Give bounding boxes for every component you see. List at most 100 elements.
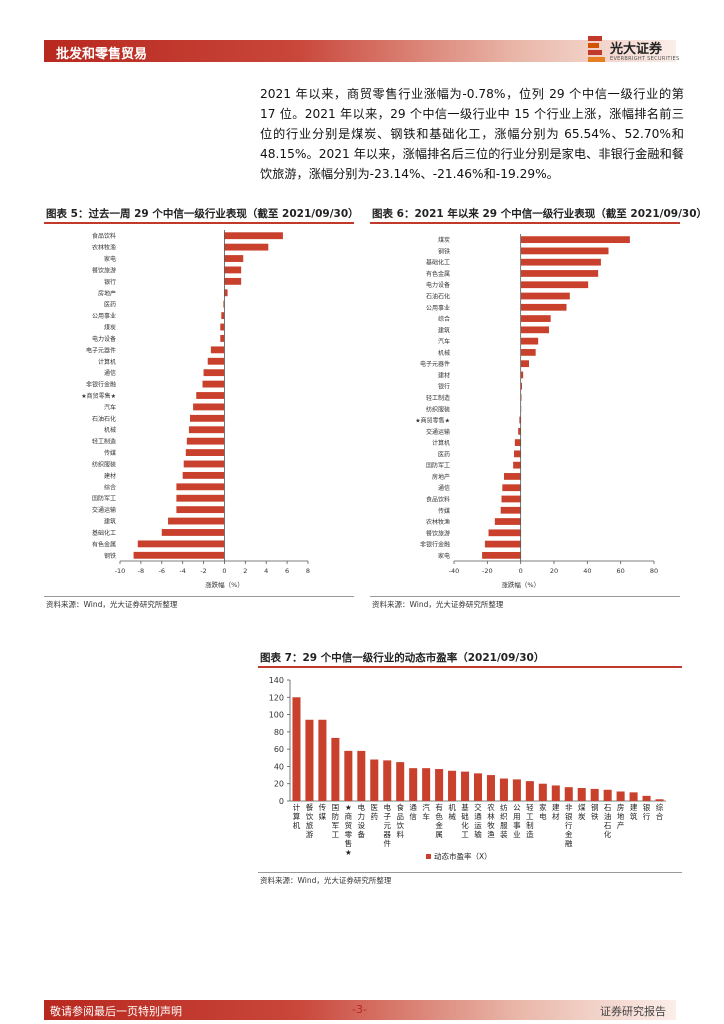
fig5-category-label: 食品饮料 bbox=[92, 232, 116, 240]
fig5-bar bbox=[224, 289, 228, 297]
fig5-bar bbox=[168, 517, 225, 525]
fig5-x-axis-title: 涨跌幅（%） bbox=[205, 580, 244, 589]
fig7-bar bbox=[461, 771, 470, 801]
fig7-category-label: 建材 bbox=[552, 802, 560, 821]
fig6-x-tick-label: -20 bbox=[482, 567, 493, 575]
fig7-bar bbox=[577, 788, 586, 801]
fig5-bar bbox=[137, 540, 225, 548]
fig5-category-label: 计算机 bbox=[98, 358, 116, 366]
fig6-bar bbox=[520, 371, 524, 379]
fig7-bar bbox=[564, 787, 573, 801]
logo: 光大证券 EVERBRIGHT SECURITIES bbox=[588, 36, 698, 66]
fig7-bar bbox=[305, 719, 314, 801]
fig6-category-label: 轻工制造 bbox=[426, 394, 450, 402]
fig6-bar bbox=[520, 247, 609, 255]
fig6-category-label: 公用事业 bbox=[426, 304, 450, 312]
fig5-bar bbox=[176, 506, 225, 514]
fig7-bar bbox=[603, 789, 612, 801]
footer-page-number: -3- bbox=[352, 1003, 367, 1016]
fig7-bar bbox=[396, 762, 405, 801]
fig7-source-rule bbox=[258, 872, 682, 873]
fig5-bar bbox=[183, 460, 225, 468]
footer-report-type: 证券研究报告 bbox=[600, 1005, 666, 1018]
fig7-category-label: 房地产 bbox=[617, 802, 625, 830]
fig5-bar bbox=[185, 449, 225, 456]
fig6-category-label: 电力设备 bbox=[426, 281, 450, 289]
fig6-category-label: 非银行金融 bbox=[420, 541, 450, 549]
fig7-y-tick-label: 20 bbox=[274, 780, 284, 789]
fig5-category-label: 有色金属 bbox=[92, 540, 116, 548]
fig5-x-tick-label: -2 bbox=[200, 567, 206, 575]
fig6-bar bbox=[514, 439, 521, 446]
fig5-category-label: 纺织服装 bbox=[92, 460, 116, 468]
fig5-x-tick-label: -4 bbox=[179, 567, 185, 575]
fig6-category-label: 建材 bbox=[438, 371, 450, 379]
fig5-category-label: 家电 bbox=[104, 255, 116, 263]
fig6-bar bbox=[520, 292, 570, 300]
fig5-category-label: 通信 bbox=[104, 369, 116, 377]
fig5-category-label: 建材 bbox=[104, 472, 116, 480]
fig5-bar bbox=[176, 494, 225, 502]
fig6-bar bbox=[500, 506, 521, 514]
fig5-category-label: 银行 bbox=[104, 278, 116, 286]
fig6-category-label: 交通运输 bbox=[426, 428, 450, 436]
fig6-bar bbox=[520, 337, 539, 345]
fig6-x-tick-label: 20 bbox=[550, 567, 558, 575]
header-band bbox=[44, 40, 676, 62]
fig5-chart: 食品饮料农林牧渔家电餐饮旅游银行房地产医药公用事业煤炭电力设备电子元器件计算机通… bbox=[81, 230, 310, 589]
fig6-x-tick-label: 60 bbox=[617, 567, 625, 575]
fig7-category-label: 非银行金融 bbox=[565, 802, 573, 848]
fig7-y-tick-label: 0 bbox=[279, 797, 284, 806]
fig6-bar bbox=[520, 382, 522, 390]
fig6-category-label: 煤炭 bbox=[438, 236, 450, 244]
fig7-bar bbox=[344, 750, 353, 801]
fig6-category-label: 银行 bbox=[438, 383, 450, 391]
fig6-bar bbox=[504, 473, 521, 480]
fig5-bar bbox=[133, 551, 225, 559]
header-title: 批发和零售贸易 bbox=[56, 47, 148, 62]
fig6-bar bbox=[494, 518, 521, 525]
fig7-category-label: 机械 bbox=[448, 802, 456, 821]
fig7-bar bbox=[642, 795, 651, 801]
fig7-category-label: 电子元器件 bbox=[383, 802, 391, 848]
fig5-bar bbox=[186, 437, 225, 445]
fig5-x-tick-label: -10 bbox=[115, 567, 126, 575]
fig7-bar bbox=[435, 769, 444, 801]
fig5-x-tick-label: 0 bbox=[222, 567, 226, 575]
fig7-bar bbox=[409, 768, 418, 801]
fig5-bar bbox=[224, 277, 242, 285]
fig5-source-rule bbox=[44, 596, 354, 597]
fig5-category-label: 国防军工 bbox=[92, 495, 116, 503]
body-paragraph: 2021 年以来，商贸零售行业涨幅为-0.78%，位列 29 个中信一级行业的第… bbox=[260, 87, 684, 181]
fig6-category-label: 有色金属 bbox=[426, 270, 450, 278]
fig5-bar bbox=[189, 414, 225, 422]
fig5-bar bbox=[188, 426, 225, 434]
fig6-category-label: 综合 bbox=[438, 315, 450, 323]
fig6-bar bbox=[520, 394, 522, 401]
fig7-category-label: 国防军工 bbox=[332, 803, 340, 839]
fig6-caption: 图表 6：2021 年以来 29 个中信一级行业表现（截至 2021/09/30… bbox=[372, 208, 708, 220]
fig7-y-tick-label: 100 bbox=[269, 711, 284, 720]
fig6-category-label: 石油石化 bbox=[426, 293, 450, 301]
fig6-category-label: 餐饮旅游 bbox=[426, 529, 450, 537]
fig6-x-tick-label: 80 bbox=[650, 567, 658, 575]
fig7-caption: 图表 7：29 个中信一级行业的动态市盈率（2021/09/30） bbox=[260, 652, 545, 664]
fig6-category-label: 钢铁 bbox=[438, 247, 450, 255]
fig5-bar bbox=[224, 243, 269, 251]
fig6-source: 资料来源：Wind，光大证券研究所整理 bbox=[372, 600, 504, 609]
fig6-bar bbox=[514, 450, 521, 458]
fig7-legend-label: 动态市盈率（X） bbox=[434, 851, 492, 861]
fig7-y-tick-label: 120 bbox=[269, 693, 284, 702]
fig7-category-label: 餐饮旅游 bbox=[306, 803, 314, 839]
fig7-category-label: 基础化工 bbox=[461, 802, 469, 839]
fig7-caption-rule bbox=[258, 666, 682, 668]
footer-band bbox=[44, 1000, 676, 1020]
fig5-bar bbox=[224, 255, 244, 262]
fig5-bar bbox=[220, 335, 225, 342]
fig6-x-tick-label: 0 bbox=[519, 567, 523, 575]
fig5-category-label: 机械 bbox=[104, 426, 116, 434]
fig7-bar bbox=[629, 792, 638, 801]
fig7-legend-swatch bbox=[426, 854, 431, 859]
fig5-category-label: 基础化工 bbox=[92, 529, 116, 537]
fig7-bar bbox=[655, 799, 664, 801]
